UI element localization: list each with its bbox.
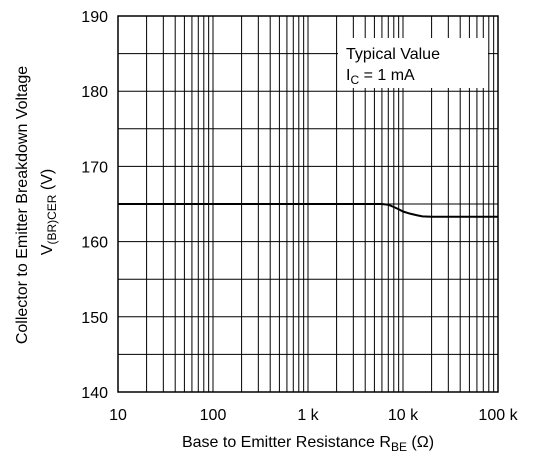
x-tick-label: 100 xyxy=(200,407,227,424)
y-tick-label: 180 xyxy=(81,84,108,101)
series-line-0 xyxy=(118,203,498,218)
x-tick-label: 10 xyxy=(109,407,127,424)
y-tick-label: 160 xyxy=(81,235,108,252)
x-tick-label: 10 k xyxy=(388,407,419,424)
x-axis-label: Base to Emitter Resistance RBE (Ω) xyxy=(182,434,434,454)
y-tick-label: 150 xyxy=(81,310,108,327)
tick-labels: 10 100 1 k 10 k 100 k 140 150 160 170 180 190 xyxy=(81,9,518,424)
series-layer xyxy=(118,203,498,218)
axis-labels: Base to Emitter Resistance RBE (Ω) Collec… xyxy=(14,66,434,454)
y-axis-label-line1: Collector to Emitter Breakdown Voltage xyxy=(14,66,31,344)
y-axis-label-line2: V(BR)CER (V) xyxy=(39,169,59,255)
annotation-background xyxy=(338,38,488,88)
y-tick-label: 140 xyxy=(81,385,108,402)
annotation-line1: Typical Value xyxy=(346,46,440,63)
plot-frame xyxy=(117,15,499,393)
annotation-line2: IC = 1 mA xyxy=(346,67,415,87)
y-tick-label: 190 xyxy=(81,9,108,26)
y-tick-label: 170 xyxy=(81,159,108,176)
annotation-layer: Typical Value IC = 1 mA xyxy=(338,38,488,88)
x-tick-label: 1 k xyxy=(297,407,319,424)
x-tick-label: 100 k xyxy=(478,407,518,424)
